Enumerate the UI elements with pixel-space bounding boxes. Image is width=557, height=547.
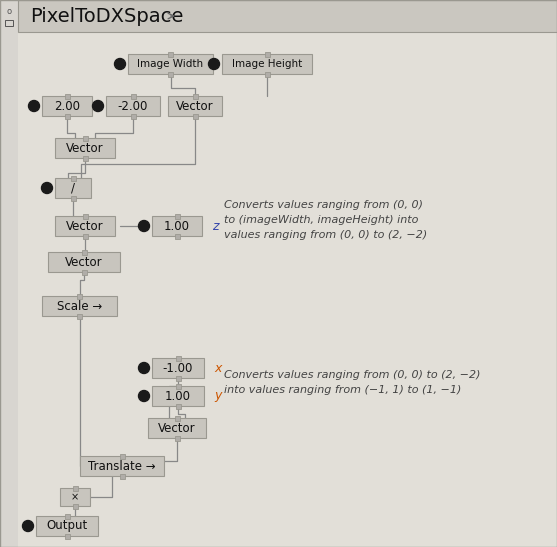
Bar bbox=[152, 216, 202, 236]
Bar bbox=[42, 296, 117, 316]
Bar bbox=[48, 252, 120, 272]
Bar bbox=[265, 72, 270, 77]
Bar bbox=[120, 474, 125, 479]
Bar bbox=[148, 418, 206, 438]
Text: Vector: Vector bbox=[66, 142, 104, 154]
Bar bbox=[82, 155, 87, 160]
Text: Vector: Vector bbox=[66, 219, 104, 232]
Bar bbox=[175, 404, 180, 409]
Circle shape bbox=[139, 391, 149, 401]
Bar bbox=[265, 51, 270, 56]
Bar bbox=[55, 138, 115, 158]
Bar bbox=[60, 488, 90, 506]
Text: 1.00: 1.00 bbox=[165, 389, 191, 403]
Bar bbox=[82, 234, 87, 238]
Text: z: z bbox=[212, 219, 218, 232]
Bar bbox=[65, 533, 70, 538]
Bar bbox=[65, 514, 70, 519]
Text: -1.00: -1.00 bbox=[163, 362, 193, 375]
Circle shape bbox=[22, 521, 33, 532]
Bar bbox=[65, 113, 70, 119]
Bar bbox=[168, 96, 222, 116]
Bar bbox=[152, 358, 204, 378]
Bar bbox=[152, 386, 204, 406]
Bar bbox=[81, 249, 86, 254]
Text: 2.00: 2.00 bbox=[54, 100, 80, 113]
Bar bbox=[130, 94, 135, 98]
Text: Vector: Vector bbox=[65, 255, 103, 269]
Bar bbox=[71, 195, 76, 201]
Bar bbox=[120, 453, 125, 458]
Text: Image Width: Image Width bbox=[138, 59, 203, 69]
Bar bbox=[71, 176, 76, 181]
Text: y: y bbox=[214, 389, 221, 403]
Bar bbox=[18, 0, 557, 32]
Bar bbox=[65, 94, 70, 98]
Circle shape bbox=[92, 101, 104, 112]
Circle shape bbox=[139, 220, 149, 231]
Text: o: o bbox=[7, 8, 12, 16]
Text: x: x bbox=[214, 362, 221, 375]
Text: ×: × bbox=[71, 492, 79, 502]
Text: PixelToDXSpace: PixelToDXSpace bbox=[30, 7, 183, 26]
Bar bbox=[193, 113, 198, 119]
Bar bbox=[222, 54, 312, 74]
Text: Converts values ranging from (0, 0) to (2, −2)
into values ranging from (−1, 1) : Converts values ranging from (0, 0) to (… bbox=[224, 370, 481, 395]
Text: Vector: Vector bbox=[158, 422, 196, 434]
Bar bbox=[168, 72, 173, 77]
Bar bbox=[77, 313, 82, 318]
Text: Scale →: Scale → bbox=[57, 300, 102, 312]
Bar bbox=[174, 435, 179, 440]
Bar bbox=[128, 54, 213, 74]
Bar bbox=[77, 294, 82, 299]
Bar bbox=[130, 113, 135, 119]
Bar bbox=[175, 356, 180, 360]
Text: Converts values ranging from (0, 0)
to (imageWidth, imageHeight) into
values ran: Converts values ranging from (0, 0) to (… bbox=[224, 200, 427, 240]
Bar bbox=[175, 383, 180, 388]
Text: Translate →: Translate → bbox=[88, 459, 156, 473]
Bar bbox=[5, 20, 13, 26]
Bar bbox=[174, 416, 179, 421]
Bar bbox=[80, 456, 164, 476]
Bar bbox=[72, 486, 77, 491]
Bar bbox=[81, 270, 86, 275]
Bar bbox=[175, 375, 180, 381]
Text: Vector: Vector bbox=[176, 100, 214, 113]
Bar bbox=[72, 503, 77, 509]
Bar bbox=[82, 213, 87, 218]
Circle shape bbox=[115, 59, 125, 69]
Bar bbox=[0, 0, 18, 547]
Bar bbox=[55, 216, 115, 236]
Text: 1.00: 1.00 bbox=[164, 219, 190, 232]
Bar bbox=[168, 51, 173, 56]
Text: /: / bbox=[71, 182, 75, 195]
Bar bbox=[55, 178, 91, 198]
Circle shape bbox=[28, 101, 40, 112]
Bar bbox=[193, 94, 198, 98]
Bar bbox=[174, 234, 179, 238]
Circle shape bbox=[139, 363, 149, 374]
Bar bbox=[36, 516, 98, 536]
Text: Output: Output bbox=[46, 520, 87, 532]
Circle shape bbox=[208, 59, 219, 69]
Bar bbox=[106, 96, 160, 116]
Bar bbox=[174, 213, 179, 218]
Text: -2.00: -2.00 bbox=[118, 100, 148, 113]
Bar bbox=[42, 96, 92, 116]
Text: Image Height: Image Height bbox=[232, 59, 302, 69]
Circle shape bbox=[42, 183, 52, 194]
Bar bbox=[82, 136, 87, 141]
